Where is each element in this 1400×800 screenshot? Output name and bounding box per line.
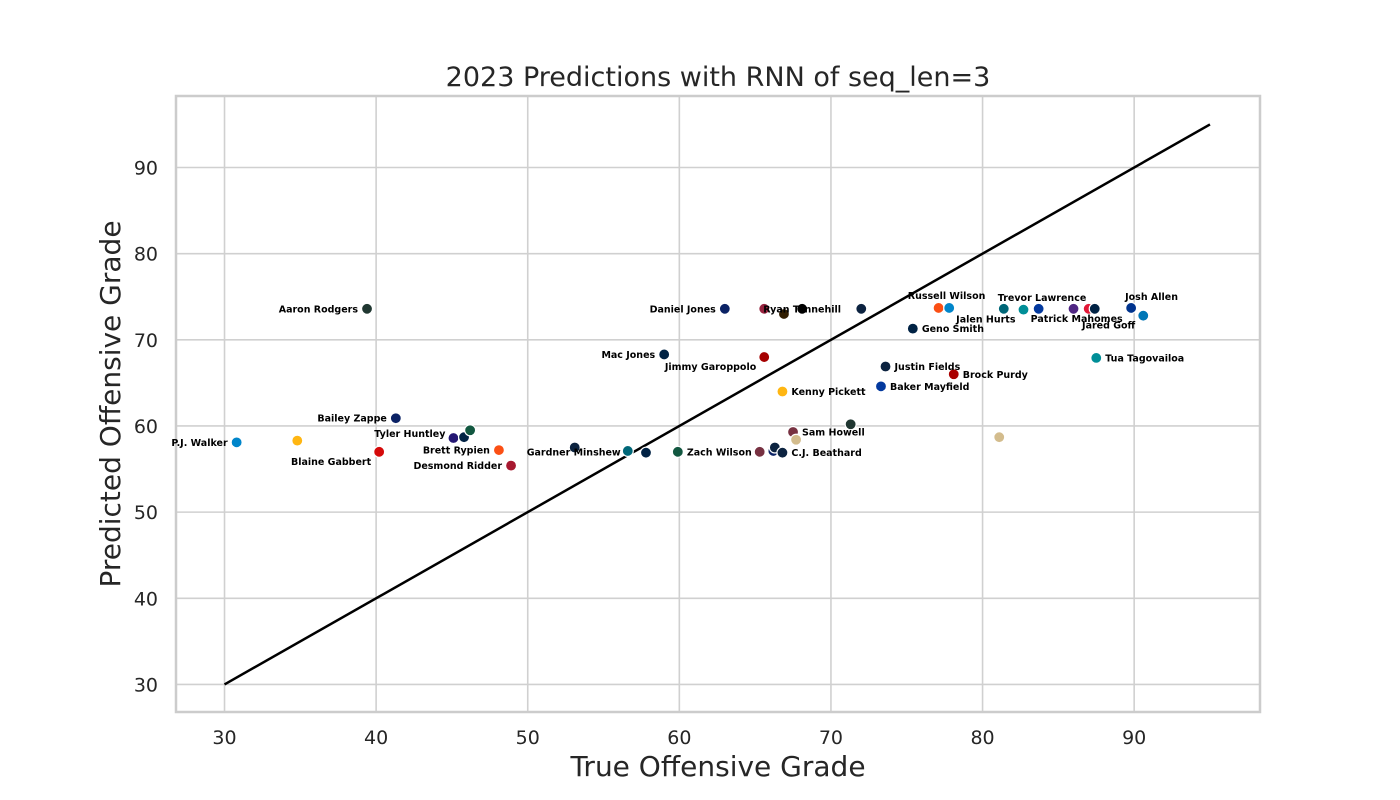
y-tick-label: 90 [134, 158, 158, 180]
y-tick-label: 70 [134, 330, 158, 352]
scatter-point [464, 424, 477, 437]
y-tick-label: 60 [134, 416, 158, 438]
identity-reference-line [223, 123, 1211, 686]
reference-line-layer [223, 123, 1211, 686]
scatter-point [777, 307, 791, 321]
scatter-point [291, 434, 304, 447]
point-label: Tyler Huntley [374, 429, 446, 440]
scatter-point [997, 302, 1010, 315]
point-label: Gardner Minshew [527, 448, 621, 459]
scatter-point [906, 322, 919, 335]
point-label: Justin Fields [894, 362, 961, 373]
point-label: Baker Mayfield [890, 382, 969, 393]
point-label: Mac Jones [601, 350, 655, 361]
x-tick-label: 90 [1122, 727, 1146, 749]
chart-title: 2023 Predictions with RNN of seq_len=3 [446, 62, 991, 93]
scatter-point [718, 302, 731, 315]
x-tick-label: 30 [212, 727, 236, 749]
y-axis-label: Predicted Offensive Grade [94, 220, 127, 587]
x-tick-label: 50 [516, 727, 540, 749]
tick-labels: 30 40 50 60 70 80 90 30 40 50 60 70 80 90 [134, 158, 1146, 749]
scatter-point [492, 443, 506, 457]
scatter-point [658, 348, 671, 361]
point-label: Aaron Rodgers [279, 304, 359, 315]
scatter-point [568, 441, 581, 454]
scatter-point [796, 302, 809, 315]
point-label: Bailey Zappe [317, 414, 386, 425]
y-tick-label: 30 [134, 674, 158, 696]
point-labels-layer: P.J. Walker Aaron Rodgers Blaine Gabbert Ba… [171, 291, 1184, 472]
scatter-point [844, 418, 857, 431]
point-label: Trevor Lawrence [998, 293, 1086, 304]
scatter-point [1032, 302, 1045, 315]
scatter-point [447, 431, 460, 445]
scatter-point [504, 459, 518, 472]
scatter-point [1067, 302, 1080, 315]
point-label: Ryan Tannehill [763, 304, 841, 315]
point-label: Tua Tagovailoa [1105, 353, 1184, 364]
scatter-point [1125, 301, 1138, 315]
x-tick-label: 70 [819, 727, 843, 749]
grid [176, 96, 1260, 712]
point-label: Geno Smith [922, 324, 984, 335]
scatter-point [230, 436, 243, 449]
scatter-point [671, 445, 684, 458]
scatter-point [932, 301, 945, 315]
plot-frame [174, 94, 1262, 714]
y-tick-label: 40 [134, 588, 158, 610]
scatter-point [1137, 309, 1150, 322]
x-tick-label: 60 [667, 727, 691, 749]
scatter-point [1090, 351, 1103, 365]
scatter-point [1017, 303, 1030, 316]
scatter-point [1088, 302, 1101, 315]
y-tick-label: 50 [134, 502, 158, 524]
point-label: Kenny Pickett [791, 387, 866, 398]
point-label: Josh Allen [1124, 292, 1178, 303]
scatter-point [360, 302, 374, 315]
point-label: Jalen Hurts [955, 315, 1016, 326]
point-label: P.J. Walker [171, 438, 228, 449]
scatter-point [947, 368, 960, 381]
scatter-point [879, 360, 892, 373]
scatter-point [389, 412, 402, 425]
point-label: Russell Wilson [908, 291, 986, 302]
points-layer [230, 301, 1150, 472]
scatter-point [789, 433, 803, 446]
point-label: Patrick Mahomes [1031, 314, 1123, 325]
point-label: Daniel Jones [650, 304, 717, 315]
scatter-point [943, 301, 956, 315]
point-label: Jimmy Garoppolo [664, 362, 757, 373]
point-label: Brock Purdy [963, 370, 1029, 381]
scatter-point [855, 302, 868, 315]
scatter-point [776, 385, 789, 398]
point-label: Zach Wilson [687, 447, 752, 458]
scatter-point [874, 380, 888, 393]
x-tick-label: 80 [970, 727, 994, 749]
point-label: Brett Rypien [423, 446, 490, 457]
scatter-point [639, 446, 653, 459]
scatter-point [993, 431, 1006, 444]
point-label: Sam Howell [802, 428, 865, 439]
scatter-point [758, 350, 771, 364]
point-label: Jared Goff [1081, 321, 1136, 332]
x-axis-label: True Offensive Grade [569, 750, 865, 783]
scatter-point [758, 302, 771, 315]
point-label: Blaine Gabbert [291, 457, 372, 468]
scatter-point [776, 446, 789, 459]
point-label: Desmond Ridder [413, 461, 502, 472]
scatter-point [621, 444, 634, 458]
scatter-point [373, 445, 386, 458]
x-tick-label: 40 [364, 727, 388, 749]
scatter-point [753, 445, 766, 458]
y-tick-label: 80 [134, 244, 158, 266]
point-label: C.J. Beathard [791, 448, 861, 459]
